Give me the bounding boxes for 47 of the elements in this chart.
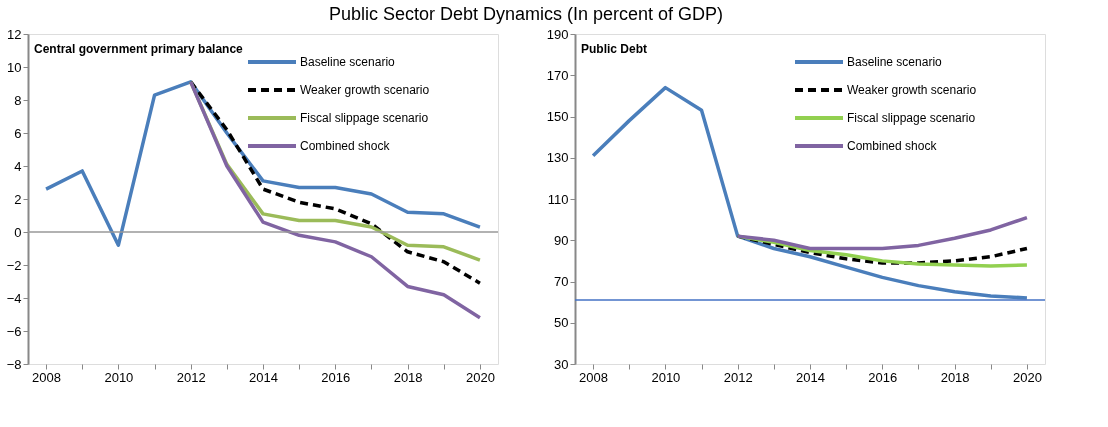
line-series: [735, 215, 1029, 251]
x-tick-label: 2020: [465, 369, 495, 385]
y-tick-label: 10: [7, 59, 22, 75]
y-tick-label: 12: [7, 26, 22, 42]
x-tick-label: 2008: [579, 369, 609, 385]
x-tick-label: 2010: [104, 369, 134, 385]
y-tick-label: 4: [14, 158, 22, 174]
y-tick-label: −6: [6, 323, 22, 339]
y-tick-label: −4: [6, 290, 22, 306]
y-tick-label: 90: [554, 232, 569, 248]
y-tick-label: −8: [6, 356, 22, 372]
y-tick-label: 190: [546, 26, 569, 42]
chart-title: Public Sector Debt Dynamics (In percent of GDP): [328, 3, 724, 24]
legend-label: Fiscal slippage scenario: [300, 111, 429, 125]
legend-label: Combined shock: [847, 139, 938, 153]
text: Central government primary balance: [34, 42, 244, 56]
x-tick-label: 2016: [321, 369, 351, 385]
x-tick-label: 2016: [868, 369, 898, 385]
y-tick-label: 30: [554, 356, 569, 372]
x-tick-label: 2014: [796, 369, 825, 385]
legend-label: Baseline scenario: [847, 55, 943, 69]
y-tick-label: −2: [6, 257, 22, 273]
x-tick-label: 2018: [940, 369, 970, 385]
y-tick-label: 110: [547, 191, 569, 207]
y-tick-label: 130: [546, 150, 569, 166]
legend-label: Weaker growth scenario: [847, 83, 977, 97]
x-tick-label: 2012: [176, 369, 206, 385]
legend-label: Fiscal slippage scenario: [847, 111, 976, 125]
y-tick-label: 0: [14, 224, 22, 240]
text: Public Debt: [581, 42, 648, 56]
legend-label: Baseline scenario: [300, 55, 396, 69]
x-tick-label: 2008: [32, 369, 62, 385]
legend-label: Combined shock: [300, 139, 391, 153]
y-tick-label: 50: [554, 315, 569, 331]
y-tick-label: 8: [14, 92, 22, 108]
y-tick-label: 70: [554, 274, 569, 289]
x-tick-label: 2018: [393, 369, 423, 385]
y-tick-label: 2: [14, 191, 22, 207]
x-tick-label: 2012: [723, 369, 753, 385]
y-tick-label: 150: [546, 109, 569, 124]
x-tick-label: 2020: [1012, 369, 1042, 385]
x-tick-label: 2010: [651, 369, 681, 385]
y-tick-label: 6: [14, 125, 22, 141]
line-series: [44, 80, 482, 247]
y-tick-label: 170: [546, 67, 569, 83]
legend-label: Weaker growth scenario: [300, 83, 430, 97]
x-tick-label: 2014: [249, 369, 278, 385]
